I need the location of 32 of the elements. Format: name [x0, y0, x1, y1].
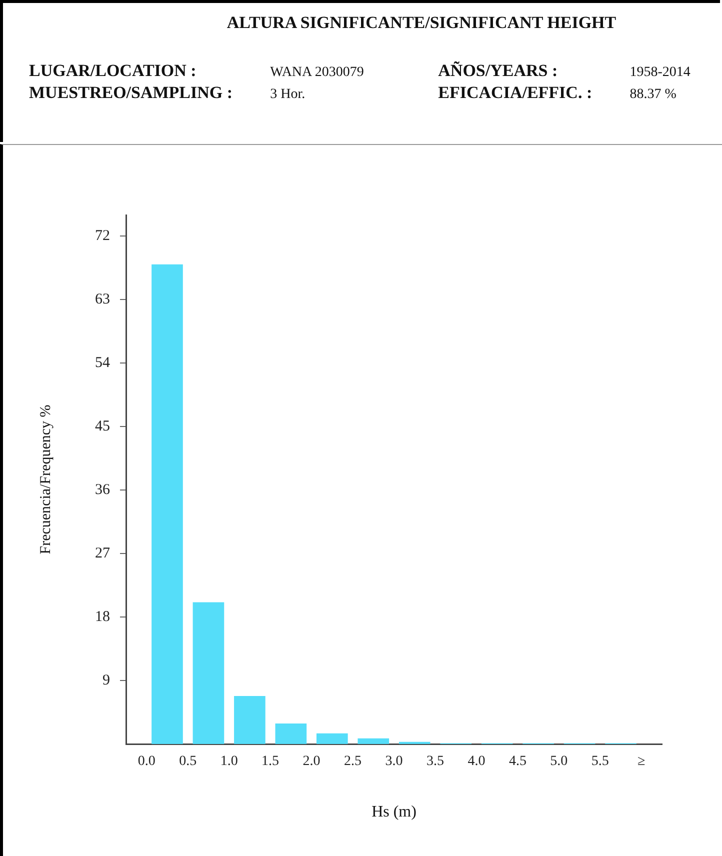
text: WANA 2030079	[270, 65, 365, 81]
y-tick-label: 18	[95, 608, 110, 625]
y-tick-label: 27	[95, 545, 110, 562]
chart-title: ALTURA SIGNIFICANTE/SIGNIFICANT HEIGHT	[226, 13, 618, 33]
x-tick-label: 3.0	[385, 754, 403, 770]
text: EFICACIA/EFFIC. :	[438, 83, 594, 103]
y-axis-title: Frecuencia/Frequency %	[38, 404, 54, 554]
text: MUESTREO/SAMPLING :	[29, 83, 234, 103]
y-tick-label: 36	[95, 482, 110, 498]
y-tick-label: 45	[95, 418, 110, 435]
x-tick-label: 0.5	[179, 754, 197, 770]
y-tick-label: 54	[95, 355, 110, 372]
text: AÑOS/YEARS :	[438, 61, 559, 81]
text: 3 Hor.	[270, 87, 306, 103]
x-tick-label: 2.0	[302, 754, 320, 770]
x-tick-label: 0.0	[138, 754, 156, 770]
text: 1958-2014	[630, 65, 692, 81]
y-tick-label: 63	[95, 292, 110, 308]
x-axis-title: Hs (m)	[372, 804, 416, 821]
x-tick-label: ≥	[638, 754, 646, 770]
y-tick-label: 9	[102, 672, 110, 688]
x-tick-label: 2.5	[344, 754, 362, 770]
x-tick-label: 4.0	[468, 754, 486, 770]
x-tick-label: 1.0	[220, 754, 238, 770]
x-tick-label: 5.0	[550, 754, 568, 770]
y-tick-label: 72	[95, 228, 110, 244]
text: 88.37 %	[630, 87, 678, 103]
x-tick-label: 3.5	[426, 754, 444, 770]
text: LUGAR/LOCATION :	[29, 61, 198, 81]
x-tick-label: 4.5	[508, 754, 526, 770]
x-tick-label: 1.5	[262, 754, 280, 770]
x-tick-label: 5.5	[591, 754, 609, 770]
